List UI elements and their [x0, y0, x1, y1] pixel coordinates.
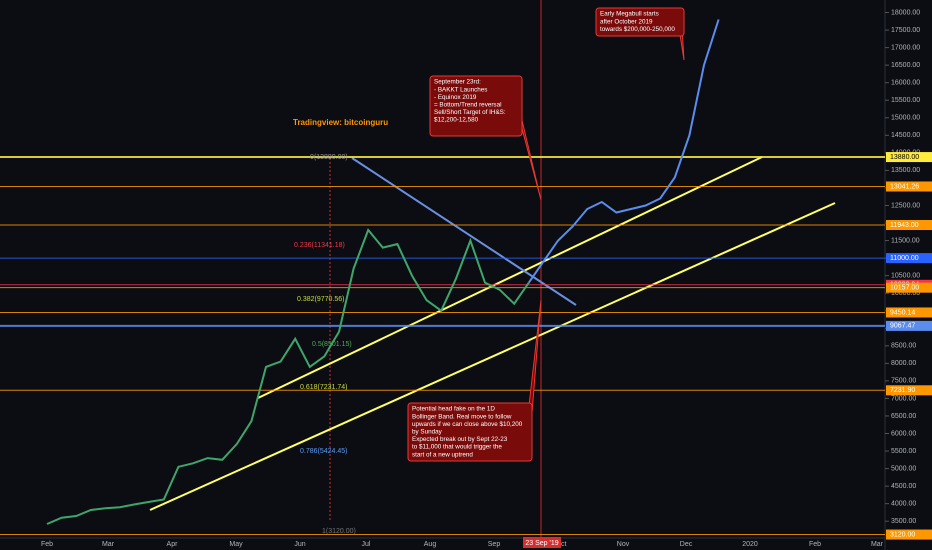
y-tick-label: 15500.00: [891, 97, 920, 104]
level-label: 11000.00: [890, 255, 919, 262]
y-tick-label: 5000.00: [891, 465, 916, 472]
level-label: 9450.14: [890, 309, 915, 316]
callout-text: Expected break out by Sept 22-23: [412, 436, 508, 443]
callout-text: to $11,000 that would trigger the: [412, 444, 502, 451]
y-tick-label: 14500.00: [891, 132, 920, 139]
x-tick-label: Mar: [871, 541, 884, 548]
y-tick-label: 17000.00: [891, 44, 920, 51]
fib-label: 0.236(11341.18): [294, 242, 345, 249]
y-tick-label: 18000.00: [891, 9, 920, 16]
callout-text: = Bottom/Trend reversal: [434, 101, 502, 108]
y-tick-label: 4000.00: [891, 501, 916, 508]
price-line: [46, 228, 530, 525]
x-tick-label: 2020: [742, 541, 758, 548]
y-tick-label: 10500.00: [891, 272, 920, 279]
level-box: [886, 529, 932, 540]
level-box: [886, 320, 932, 331]
callout-box: [407, 402, 533, 462]
callout-text: after October 2019: [600, 18, 653, 25]
fib-label: 0.618(7231.74): [300, 384, 347, 391]
x-tick-label: Feb: [809, 541, 821, 548]
callout-text: Early Megabull starts: [600, 11, 659, 18]
x-tick-label: Mar: [102, 541, 115, 548]
fib-label: 0(13880.00): [310, 154, 348, 161]
level-label: 11943.00: [890, 222, 919, 229]
y-tick-label: 11500.00: [891, 237, 920, 244]
fib-label: 1(3120.00): [322, 528, 356, 535]
cursor-date-box: [523, 537, 561, 548]
callout-box: [595, 7, 685, 37]
level-box: [886, 253, 932, 264]
callout-text: September 23rd:: [434, 79, 481, 86]
callout-text: - BAKKT Launches: [434, 86, 487, 93]
y-tick-label: 8000.00: [891, 360, 916, 367]
watermark: Tradingview: bitcoinguru: [293, 118, 388, 127]
level-label: 13041.26: [890, 183, 919, 190]
level-box: [886, 220, 932, 231]
callout-text: Bollinger Band. Real move to follow: [412, 413, 512, 420]
callout-text: $12,200-12,580: [434, 117, 479, 124]
callout-text: Sell/Short Target of IH&S:: [434, 109, 506, 116]
y-tick-label: 3500.00: [891, 518, 916, 525]
level-box: [886, 282, 932, 293]
level-box: [886, 152, 932, 163]
x-tick-label: Oct: [556, 541, 567, 548]
y-tick-label: 15000.00: [891, 115, 920, 122]
y-tick-label: 7000.00: [891, 395, 916, 402]
level-box: [886, 307, 932, 318]
cursor-date: 23 Sep '19: [525, 540, 558, 547]
level-box: [886, 181, 932, 192]
level-label: 3120.00: [890, 531, 915, 538]
y-tick-label: 12500.00: [891, 202, 920, 209]
level-box: [886, 385, 932, 396]
y-tick-label: 4500.00: [891, 483, 916, 490]
y-tick-label: 6000.00: [891, 430, 916, 437]
x-tick-label: Feb: [41, 541, 53, 548]
fib-label: 0.382(9770.56): [297, 296, 344, 303]
y-tick-label: 6500.00: [891, 413, 916, 420]
level-label: 13880.00: [890, 154, 919, 161]
callout-text: by Sunday: [412, 428, 443, 435]
x-tick-label: Jun: [294, 541, 305, 548]
callout-text: start of a new uptrend: [412, 451, 473, 458]
x-tick-label: Apr: [167, 541, 179, 548]
y-tick-label: 16000.00: [891, 80, 920, 87]
y-tick-label: 5500.00: [891, 448, 916, 455]
trendlines: [149, 156, 836, 511]
price-line: [527, 19, 720, 284]
x-tick-label: Aug: [424, 541, 437, 548]
x-tick-label: Sep: [488, 541, 501, 548]
x-tick-label: Jul: [362, 541, 371, 548]
y-tick-label: 16500.00: [891, 62, 920, 69]
y-tick-label: 8500.00: [891, 343, 916, 350]
x-tick-label: Dec: [680, 541, 693, 548]
callout-text: towards $200,000-250,000: [600, 26, 675, 33]
y-tick-label: 10000.00: [891, 290, 920, 297]
x-tick-label: May: [229, 541, 243, 548]
callout-text: upwards if we can close above $10,200: [412, 421, 523, 428]
trendline: [257, 156, 763, 399]
level-label: 10157.00: [890, 285, 919, 292]
level-label: 7231.90: [890, 387, 915, 394]
callout-text: Potential head fake on the 1D: [412, 406, 495, 413]
callout-text: - Equinox 2019: [434, 94, 477, 101]
level-label: 9067.47: [890, 323, 915, 330]
fib-label: 0.786(5424.45): [300, 448, 347, 455]
trendline: [149, 202, 836, 511]
y-tick-label: 17500.00: [891, 27, 920, 34]
x-tick-label: Nov: [617, 541, 630, 548]
y-tick-label: 7500.00: [891, 378, 916, 385]
y-tick-label: 13500.00: [891, 167, 920, 174]
trendline: [351, 157, 577, 306]
callout-box: [429, 75, 523, 137]
